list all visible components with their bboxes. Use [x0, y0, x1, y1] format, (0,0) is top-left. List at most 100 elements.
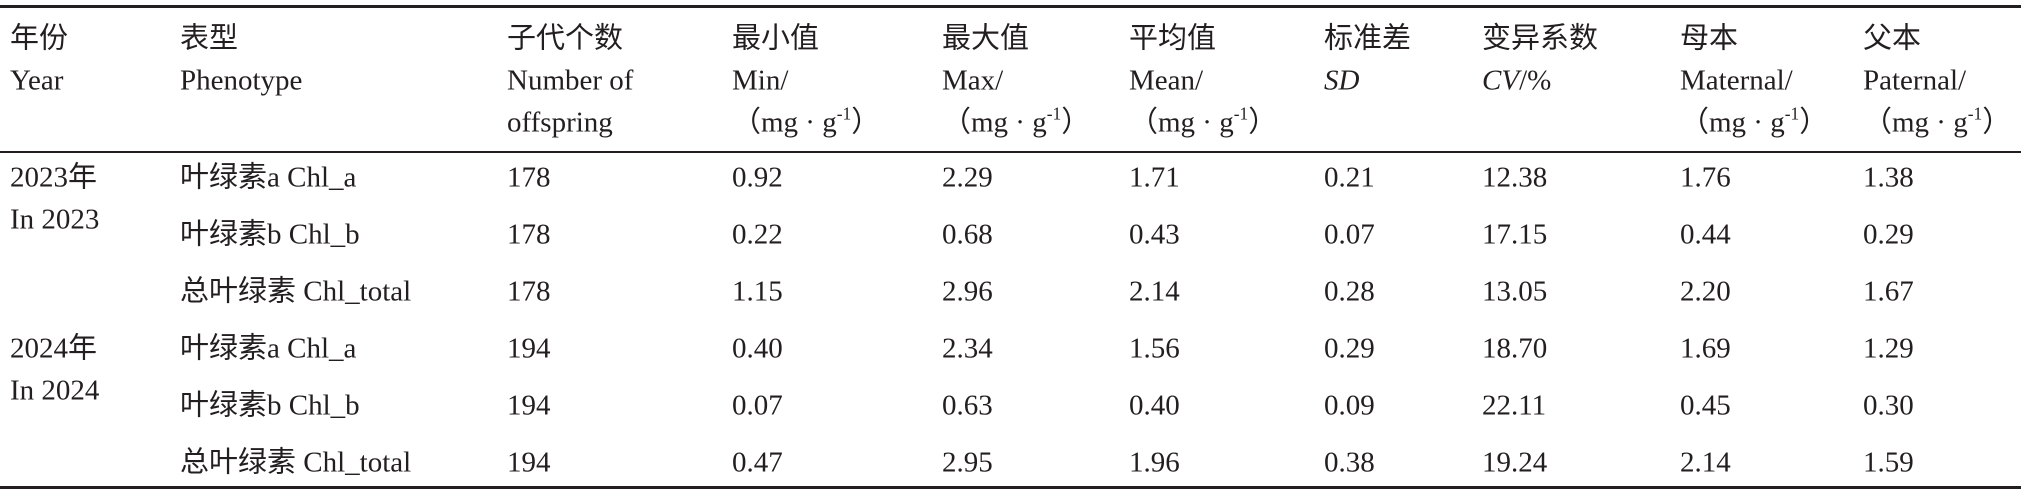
header-text: 变异系数: [1482, 22, 1599, 55]
superscript: -1: [1233, 103, 1249, 124]
header-text: Maternal/: [1680, 64, 1793, 97]
header-text: 最小值: [732, 22, 820, 55]
header-part: （mg · g: [732, 106, 837, 139]
top-rule: [0, 5, 2021, 8]
phenotype: 叶绿素a Chl_a: [180, 332, 357, 365]
cell-value: 1.59: [1863, 446, 1914, 479]
cell-value: 2.29: [942, 161, 993, 194]
header-text: 父本: [1863, 22, 1922, 55]
header-text: Paternal/: [1863, 64, 1967, 97]
cell-value: 1.96: [1129, 446, 1180, 479]
cell-value: 1.38: [1863, 161, 1914, 194]
cell-value: 194: [507, 446, 551, 479]
phenotype: 叶绿素b Chl_b: [180, 389, 360, 422]
cell-value: 2.14: [1129, 275, 1180, 308]
cell-value: 194: [507, 389, 551, 422]
cell-value: 2.14: [1680, 446, 1731, 479]
header-part: ）: [1799, 106, 1829, 139]
cell-value: 178: [507, 218, 551, 251]
header-text: Year: [10, 64, 64, 97]
bottom-rule: [0, 486, 2021, 489]
cell-value: 0.07: [732, 389, 783, 422]
superscript: -1: [1046, 103, 1062, 124]
header-part: SD: [1324, 64, 1360, 97]
header-text: 表型: [180, 22, 239, 55]
cell-value: 0.63: [942, 389, 993, 422]
cell-value: 0.21: [1324, 161, 1375, 194]
header-part: ）: [851, 106, 881, 139]
phenotype: 总叶绿素 Chl_total: [180, 446, 412, 479]
header-part: ）: [1248, 106, 1278, 139]
header-text: 子代个数: [507, 22, 624, 55]
cell-value: 1.15: [732, 275, 783, 308]
header-text: Mean/: [1129, 64, 1204, 97]
cell-value: 2.96: [942, 275, 993, 308]
header-text: CV/%: [1482, 64, 1552, 97]
header-text: （mg · g-1）: [732, 105, 881, 139]
header-text: Number of: [507, 64, 634, 97]
header-text: Max/: [942, 64, 1004, 97]
cell-value: 2.20: [1680, 275, 1731, 308]
header-part: （mg · g: [1863, 106, 1968, 139]
cell-value: 1.56: [1129, 332, 1180, 365]
cell-value: 1.76: [1680, 161, 1731, 194]
phenotype: 叶绿素b Chl_b: [180, 218, 360, 251]
cell-value: 18.70: [1482, 332, 1548, 365]
header-text: 平均值: [1129, 22, 1217, 55]
cell-value: 17.15: [1482, 218, 1548, 251]
cell-value: 13.05: [1482, 275, 1548, 308]
header-text: （mg · g-1）: [1129, 105, 1278, 139]
cell-value: 1.69: [1680, 332, 1731, 365]
superscript: -1: [1967, 103, 1983, 124]
header-text: 标准差: [1324, 22, 1412, 55]
cell-value: 0.38: [1324, 446, 1375, 479]
year-label: In 2024: [10, 374, 100, 407]
cell-value: 19.24: [1482, 446, 1548, 479]
cell-value: 0.28: [1324, 275, 1375, 308]
phenotype: 叶绿素a Chl_a: [180, 161, 357, 194]
header-text: SD: [1324, 64, 1360, 97]
header-text: （mg · g-1）: [942, 105, 1091, 139]
cell-value: 0.09: [1324, 389, 1375, 422]
cell-value: 0.43: [1129, 218, 1180, 251]
cell-value: 0.40: [1129, 389, 1180, 422]
superscript: -1: [836, 103, 852, 124]
cell-value: 12.38: [1482, 161, 1548, 194]
year-label: 2024年: [10, 332, 98, 365]
header-text: Phenotype: [180, 64, 303, 97]
header-part: （mg · g: [1129, 106, 1234, 139]
cell-value: 22.11: [1482, 389, 1547, 422]
phenotype: 总叶绿素 Chl_total: [180, 275, 412, 308]
cell-value: 178: [507, 275, 551, 308]
header-text: 年份: [10, 22, 69, 55]
cell-value: 1.67: [1863, 275, 1914, 308]
cell-value: 1.71: [1129, 161, 1180, 194]
header-part: /%: [1519, 64, 1552, 97]
cell-value: 178: [507, 161, 551, 194]
cell-value: 0.07: [1324, 218, 1375, 251]
cell-value: 194: [507, 332, 551, 365]
cell-value: 0.92: [732, 161, 783, 194]
cell-value: 0.44: [1680, 218, 1731, 251]
cell-value: 0.45: [1680, 389, 1731, 422]
header-text: offspring: [507, 106, 613, 139]
header-part: CV: [1482, 64, 1520, 97]
header-part: （mg · g: [942, 106, 1047, 139]
cell-value: 2.95: [942, 446, 993, 479]
cell-value: 0.30: [1863, 389, 1914, 422]
cell-value: 2.34: [942, 332, 993, 365]
header-part: （mg · g: [1680, 106, 1785, 139]
header-part: ）: [1982, 106, 2012, 139]
header-part: ）: [1061, 106, 1091, 139]
cell-value: 0.47: [732, 446, 783, 479]
cell-value: 0.29: [1324, 332, 1375, 365]
superscript: -1: [1784, 103, 1800, 124]
cell-value: 0.68: [942, 218, 993, 251]
cell-value: 0.29: [1863, 218, 1914, 251]
cell-value: 0.22: [732, 218, 783, 251]
year-label: 2023年: [10, 161, 98, 194]
year-label: In 2023: [10, 203, 100, 236]
header-text: Min/: [732, 64, 789, 97]
header-text: （mg · g-1）: [1863, 105, 2012, 139]
